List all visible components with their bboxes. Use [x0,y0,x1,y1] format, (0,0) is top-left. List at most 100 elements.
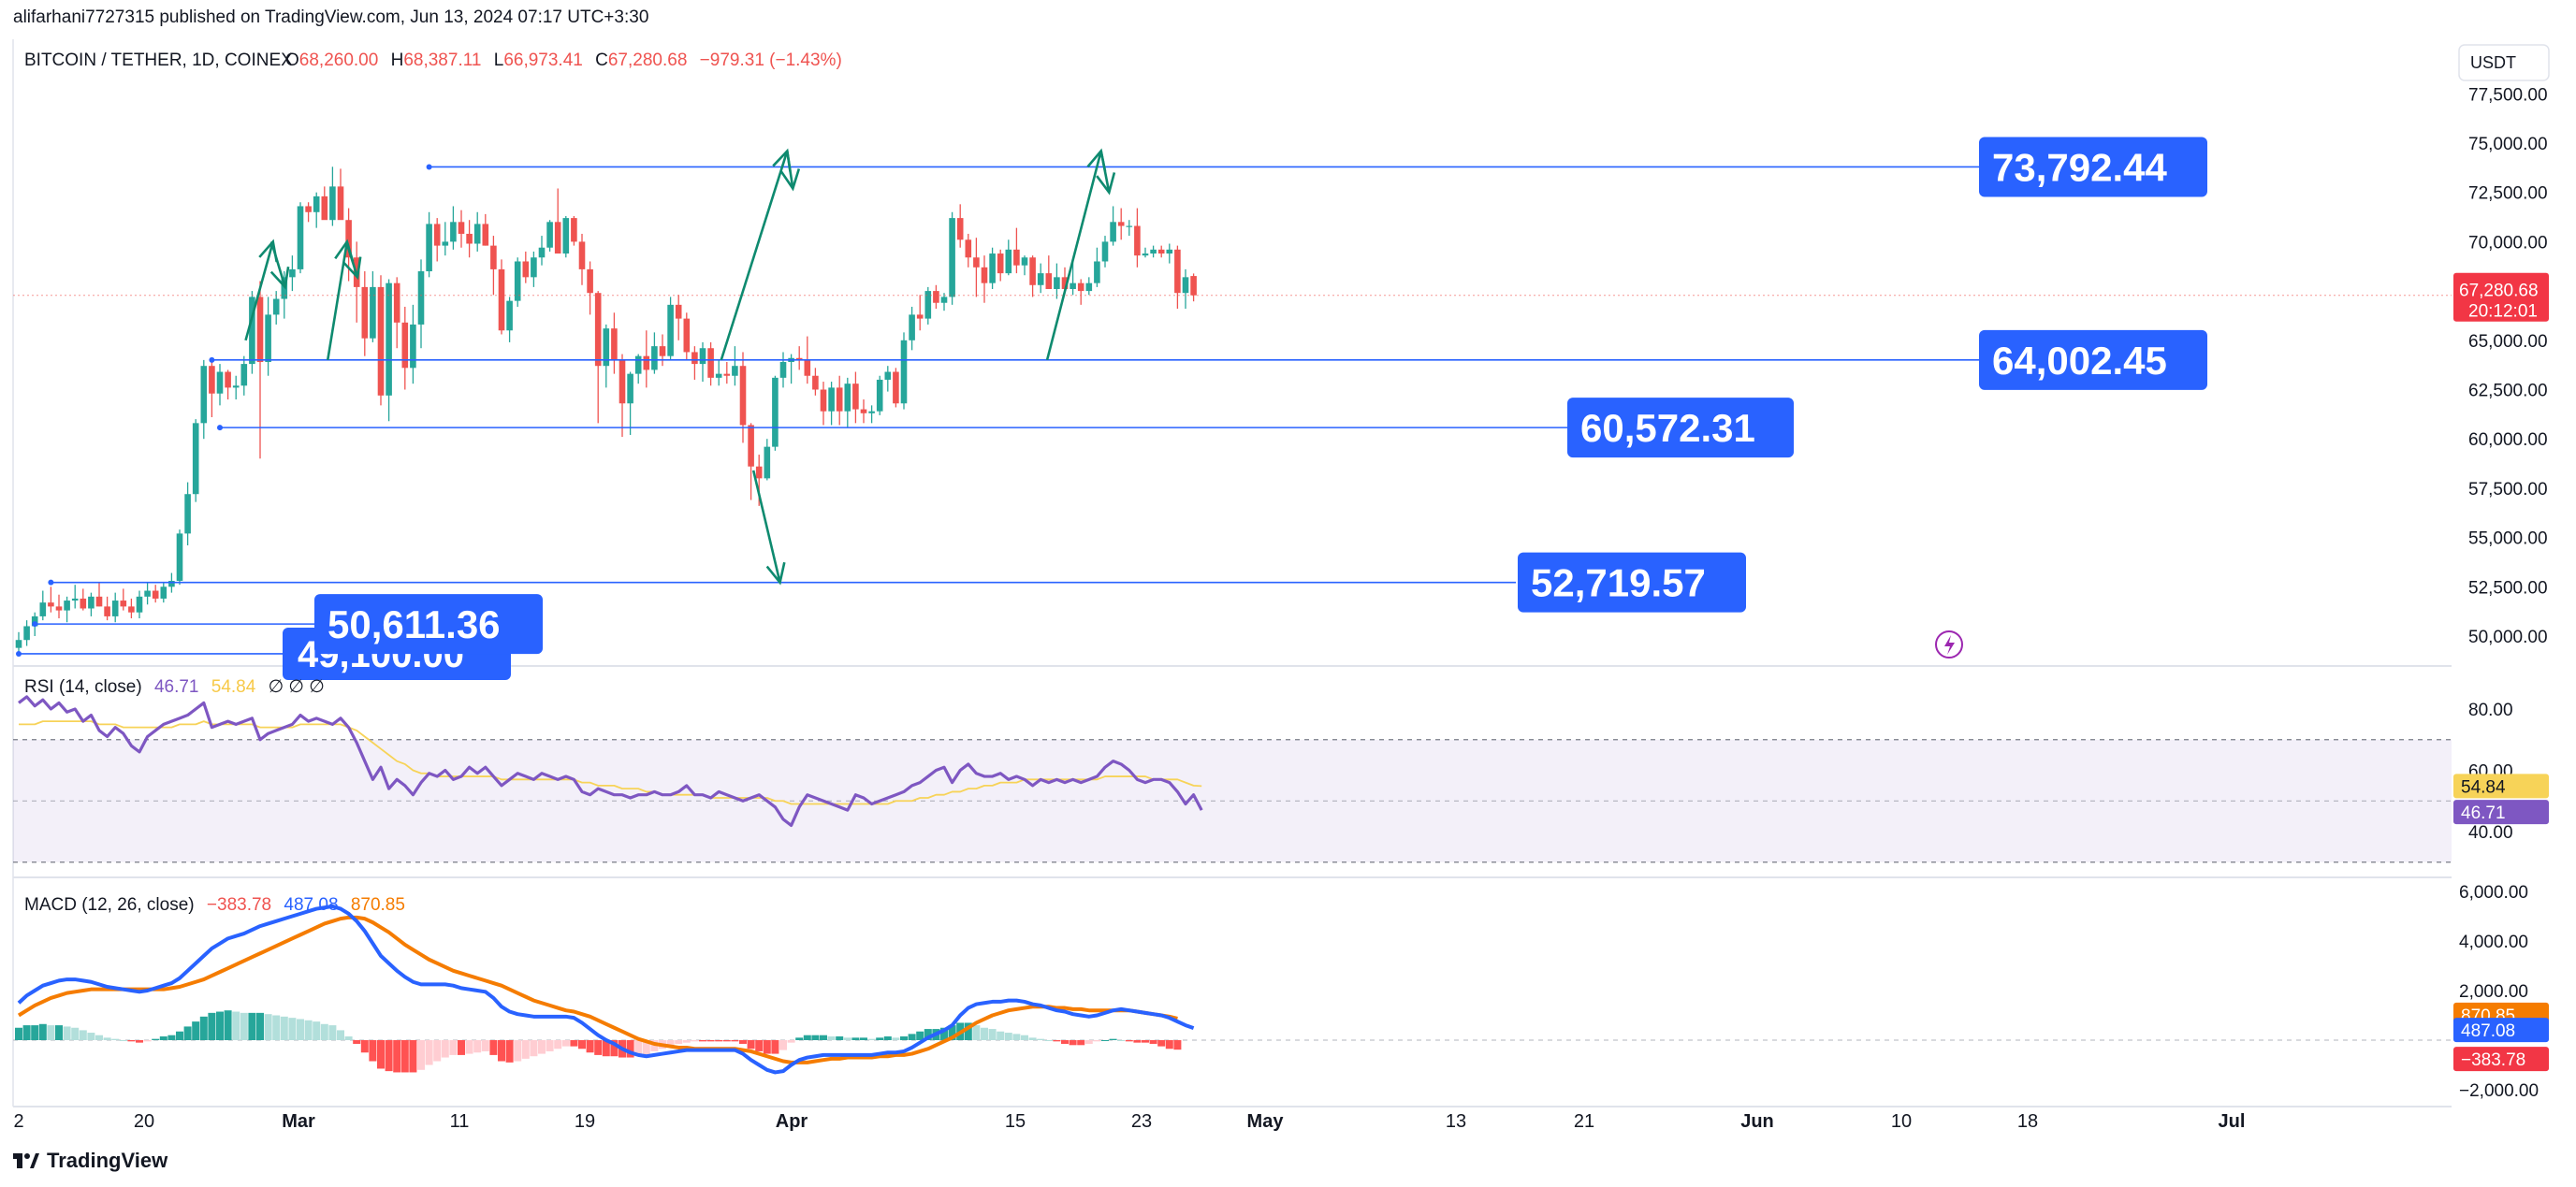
macd-histogram-bar [152,1038,160,1040]
macd-hist-last-badge-text: −383.78 [2461,1050,2525,1070]
candle [15,631,22,654]
candle [152,585,159,603]
candle-body [305,206,312,212]
macd-histogram-bar [908,1034,916,1040]
time-tick-label: 18 [2017,1111,2038,1132]
macd-histogram-bar [313,1021,321,1040]
candle-body [15,640,22,648]
candle-body [546,222,553,248]
candle [64,596,70,623]
macd-histogram-bar [521,1040,530,1059]
candle [80,588,87,611]
candle [981,255,988,303]
price-axis[interactable]: 77,500.0075,000.0072,500.0070,000.0067,5… [2453,85,2549,1101]
projection-arrow-1 [244,241,275,341]
candle-body [498,268,505,331]
macd-histogram-bar [1125,1040,1133,1042]
time-tick-label: 15 [1005,1111,1026,1132]
level-label-73792-box [1979,137,2207,197]
signal-legend-value: 870.85 [351,895,405,915]
macd-histogram-bar [731,1040,739,1042]
candle-body [1029,257,1036,285]
candle-body [611,328,618,360]
candle [1085,277,1093,296]
time-axis[interactable]: 2 20 Mar 11 19 Apr 15 23 May 13 21 Jun 10 18 Jul [13,1111,2245,1132]
candle [104,596,110,621]
projection-arrow-2b-head [342,256,362,281]
lightning-glyph [1944,635,1955,655]
macd-histogram-bar [546,1040,554,1051]
candle-body [1013,249,1020,266]
candle-body [619,359,626,404]
candle [691,346,698,380]
candle [1054,263,1060,299]
macd-histogram-bar [988,1029,997,1040]
macd-histogram-bar [1084,1040,1093,1044]
macd-histogram-bar [811,1035,820,1040]
candle-body [88,596,95,609]
candle [611,312,618,374]
candle [71,585,79,609]
countdown-badge-text: 20:12:01 [2468,302,2538,322]
candle-body [603,328,610,367]
candle-body [772,377,779,447]
candle-body [820,389,827,412]
currency-button[interactable] [2458,44,2550,81]
macd-histogram-bar [1149,1040,1157,1044]
macd-histogram-bar [458,1040,465,1055]
candle-body [386,282,392,396]
candle [795,346,803,370]
price-tick-label: 55,000.00 [2468,529,2548,549]
candle [634,354,642,384]
candle [732,346,738,386]
candle-body [506,300,513,331]
macd-histogram-bar [369,1040,377,1062]
candle [667,297,674,360]
candle-body [1054,277,1060,289]
change-value: −979.31 (−1.43%) [700,51,842,70]
macd-histogram-bar [1061,1040,1069,1044]
candle-body [997,253,1004,274]
rsi-last-badge-text: 46.71 [2461,803,2506,823]
projection-arrow-up-left-b [786,151,794,189]
candle [249,291,255,374]
candle-body [272,298,280,315]
candle [707,341,714,386]
price-tick-label: 70,000.00 [2468,233,2548,253]
candle-body [136,596,143,613]
candle-body [852,384,859,410]
time-tick-label: 21 [1574,1111,1594,1132]
projection-arrow-2 [326,241,349,361]
candle [531,251,537,287]
macd-histogram-bar [1133,1040,1142,1043]
projection-arrow-1b-head [269,266,290,290]
candle [1166,243,1173,264]
candle [184,482,191,546]
candle-body [192,423,199,495]
macd-histogram-bar [666,1040,675,1047]
candle [860,399,867,424]
candle [940,293,948,311]
macd-histogram-bar [38,1023,47,1040]
candle [498,259,505,335]
macd-histogram-bar [400,1040,409,1073]
candle-body [699,348,706,365]
macd-histogram-bar [779,1040,787,1050]
level-label-64002-box [1979,329,2207,390]
candle [353,241,360,323]
candle [562,215,570,258]
candle [627,371,633,435]
candle [1013,227,1020,274]
candle-body [1150,249,1157,254]
candle [200,359,208,440]
macd-histogram-bar [353,1040,361,1044]
projection-arrow-up-right-b-head [1096,172,1116,195]
macd-histogram-bar [1004,1033,1012,1040]
candle-body [1094,261,1100,283]
candle [232,375,240,400]
level-label-60572-box [1567,398,1794,458]
candle-body [659,346,666,356]
candle [924,286,932,325]
candle-body [876,379,883,412]
